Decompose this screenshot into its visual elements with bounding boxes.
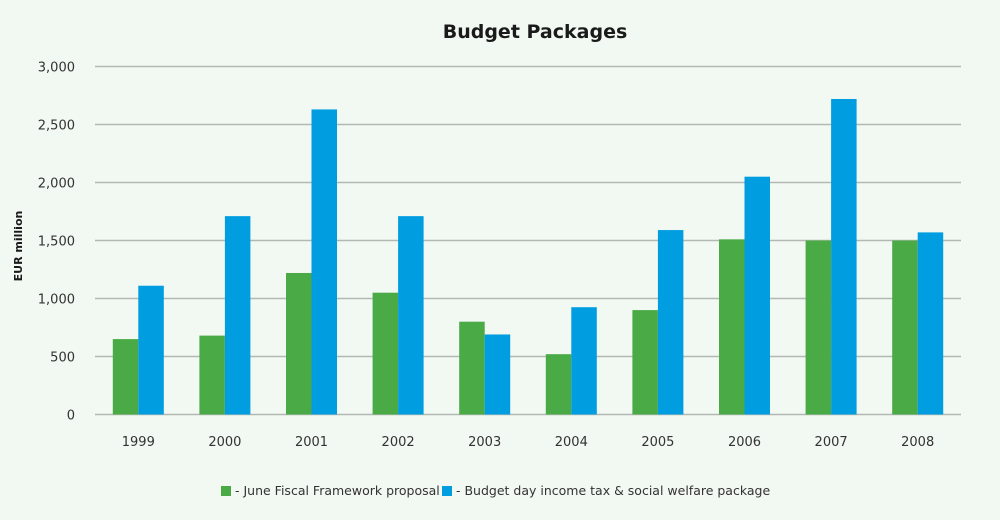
bar-june-fiscal-2006 xyxy=(719,239,745,415)
bar-june-fiscal-2007 xyxy=(805,240,832,415)
bar-june-fiscal-2008 xyxy=(892,240,918,415)
bar-budget-day-2008 xyxy=(917,232,944,415)
legend-swatch-budget-day xyxy=(442,486,452,496)
legend-label-june-fiscal: - June Fiscal Framework proposal xyxy=(235,483,440,498)
x-tick-label: 2004 xyxy=(555,435,588,450)
x-tick-label: 2000 xyxy=(208,435,241,450)
legend-swatch-june-fiscal xyxy=(221,486,231,496)
legend-label-budget-day: - Budget day income tax & social welfare… xyxy=(456,483,770,498)
bar-budget-day-2002 xyxy=(398,216,424,415)
bar-budget-day-2003 xyxy=(484,334,511,415)
bar-june-fiscal-2005 xyxy=(632,310,658,415)
bar-june-fiscal-2002 xyxy=(372,292,399,415)
y-tick-label: 2,500 xyxy=(38,119,75,134)
x-tick-label: 2005 xyxy=(641,435,674,450)
bar-budget-day-2004 xyxy=(571,307,597,415)
bar-june-fiscal-2003 xyxy=(459,321,485,415)
x-tick-label: 2002 xyxy=(382,435,415,450)
bar-june-fiscal-2001 xyxy=(286,272,312,415)
x-tick-label: 2006 xyxy=(728,435,761,450)
y-tick-label: 2,000 xyxy=(38,177,75,192)
bar-budget-day-2001 xyxy=(311,109,337,415)
x-tick-label: 2001 xyxy=(295,435,328,450)
bars xyxy=(112,98,944,415)
x-tick-label: 1999 xyxy=(122,435,155,450)
x-tick-label: 2007 xyxy=(815,435,848,450)
bar-budget-day-2006 xyxy=(744,176,770,415)
x-tick-label: 2008 xyxy=(901,435,934,450)
bar-budget-day-1999 xyxy=(138,285,164,415)
bar-june-fiscal-1999 xyxy=(112,339,139,415)
y-axis-label: EUR million xyxy=(12,211,25,282)
x-tick-labels: 1999 2000 2001 2002 2003 2004 2005 2006 2007 2008 xyxy=(122,435,934,450)
y-tick-label: 1,000 xyxy=(38,293,75,308)
bar-june-fiscal-2000 xyxy=(199,335,225,415)
y-tick-label: 0 xyxy=(67,409,75,424)
y-tick-label: 500 xyxy=(50,351,75,366)
y-tick-label: 1,500 xyxy=(38,235,75,250)
bar-budget-day-2007 xyxy=(831,98,857,415)
bar-budget-day-2000 xyxy=(224,216,251,415)
bar-june-fiscal-2004 xyxy=(545,354,572,415)
x-tick-label: 2003 xyxy=(468,435,501,450)
legend: - June Fiscal Framework proposal - Budge… xyxy=(221,483,770,498)
bar-budget-day-2005 xyxy=(657,230,684,415)
y-tick-label: 3,000 xyxy=(38,61,75,76)
chart-title: Budget Packages xyxy=(443,21,628,43)
y-tick-labels: 0 500 1,000 1,500 2,000 2,500 3,000 xyxy=(38,61,75,424)
